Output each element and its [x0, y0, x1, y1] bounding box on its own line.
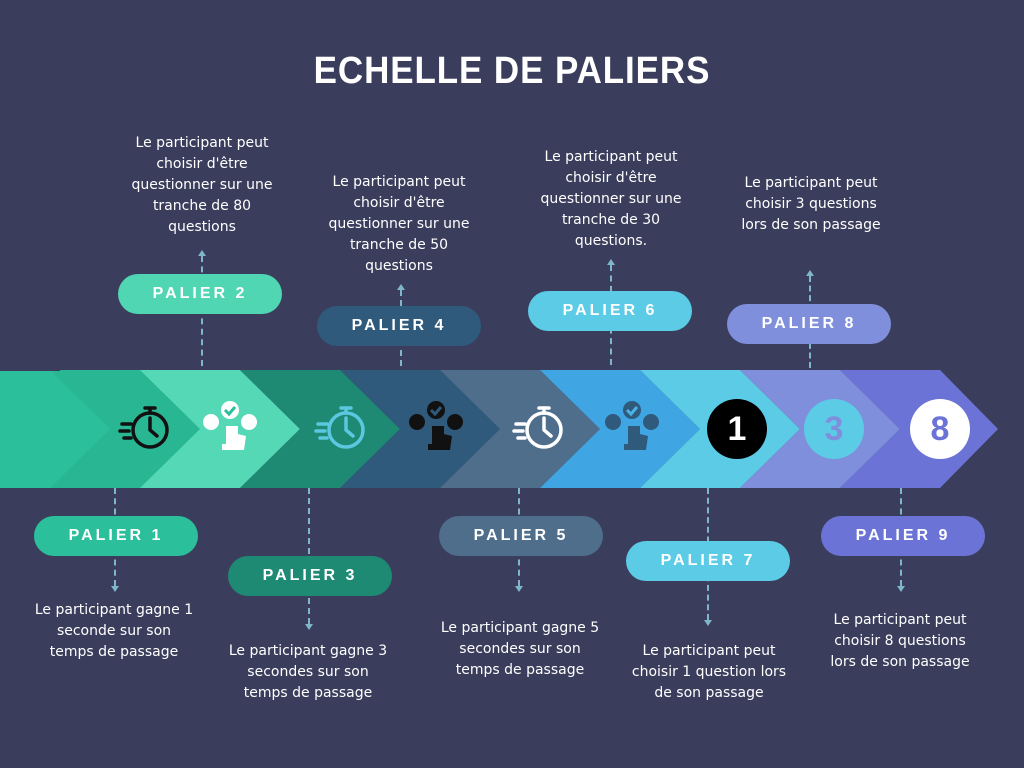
- badge-3: 3: [804, 399, 864, 459]
- palier-3-text: Le participant gagne 3 secondes sur son …: [228, 643, 388, 701]
- stopwatch-icon: [314, 406, 365, 449]
- palier-8-label: PALIER 8: [727, 304, 891, 344]
- connector-6-tip: [607, 259, 615, 265]
- palier-5-label: PALIER 5: [439, 516, 603, 556]
- palier-5-text: Le participant gagne 5 secondes sur son …: [440, 620, 600, 678]
- stopwatch-icon: [118, 406, 169, 449]
- palier-4-label: PALIER 4: [317, 306, 481, 346]
- palier-4-text: Le participant peut choisir d'être quest…: [328, 174, 470, 274]
- palier-7-text: Le participant peut choisir 1 question l…: [631, 643, 787, 701]
- badge-1: 1: [707, 399, 767, 459]
- page-title: ECHELLE DE PALIERS: [313, 50, 711, 92]
- select-touch-icon: [203, 401, 257, 450]
- segment-6: [540, 370, 700, 488]
- connector-3-tip: [305, 624, 313, 630]
- palier-1-text: Le participant gagne 1 seconde sur son t…: [34, 602, 194, 660]
- connector-5-tip: [515, 586, 523, 592]
- palier-7-label: PALIER 7: [626, 541, 790, 581]
- palier-9-text: Le participant peut choisir 8 questions …: [830, 612, 970, 670]
- select-touch-icon: [605, 401, 659, 450]
- select-touch-icon: [409, 401, 463, 450]
- connector-1-tip: [111, 586, 119, 592]
- palier-6-label: PALIER 6: [528, 291, 692, 331]
- palier-3-label: PALIER 3: [228, 556, 392, 596]
- palier-2-label: PALIER 2: [118, 274, 282, 314]
- palier-2-text: Le participant peut choisir d'être quest…: [131, 135, 273, 235]
- palier-6-text: Le participant peut choisir d'être quest…: [540, 149, 682, 249]
- palier-9-label: PALIER 9: [821, 516, 985, 556]
- connector-4-tip: [397, 284, 405, 290]
- segment-5: [440, 370, 600, 488]
- palier-1-label: PALIER 1: [34, 516, 198, 556]
- connector-7-tip: [704, 620, 712, 626]
- stopwatch-icon: [512, 406, 563, 449]
- connector-8-tip: [806, 270, 814, 276]
- connector-2-tip: [198, 250, 206, 256]
- segment-2b: [140, 370, 300, 488]
- palier-8-text: Le participant peut choisir 3 questions …: [741, 175, 881, 233]
- segment-3: [240, 370, 400, 488]
- badge-8: 8: [910, 399, 970, 459]
- connector-9-tip: [897, 586, 905, 592]
